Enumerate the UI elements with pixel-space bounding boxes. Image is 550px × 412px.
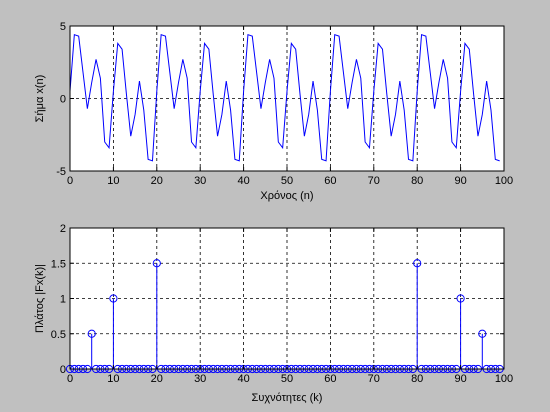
stem-marker [456, 294, 465, 303]
spectrum-stem-plot: 0 10 20 30 40 50 60 70 80 90 100 0 0.5 1 1.5 2 [51, 223, 513, 385]
stem-marker [478, 329, 487, 338]
stem-marker [413, 259, 422, 268]
spectrum-x-axis-label: Συχνότητες (k) [252, 392, 323, 404]
spectrum-y-axis-label: Πλάτος |Fx(k)| [34, 264, 46, 333]
spectrum-x-tick-label: 20 [151, 373, 163, 385]
time-x-tick-label: 70 [368, 175, 380, 187]
spectrum-y-tick-label: 0.5 [51, 329, 66, 341]
time-y-tick-label: -5 [56, 166, 66, 178]
time-x-tick-label: 30 [194, 175, 206, 187]
spectrum-x-tick-label: 0 [67, 373, 73, 385]
time-x-tick-label: 0 [67, 175, 73, 187]
spectrum-y-tick-label: 1 [60, 294, 66, 306]
time-x-tick-label: 10 [107, 175, 119, 187]
signal-line [69, 34, 500, 162]
stem-marker [109, 294, 118, 303]
time-signal-plot: 0 10 20 30 40 50 60 70 80 90 100-505 [56, 21, 513, 187]
time-x-tick-label: 80 [411, 175, 423, 187]
spectrum-x-tick-label: 90 [454, 373, 466, 385]
time-y-tick-label: 0 [60, 94, 66, 106]
spectrum-x-tick-label: 80 [411, 373, 423, 385]
spectrum-x-tick-label: 10 [107, 373, 119, 385]
spectrum-x-tick-label: 30 [194, 373, 206, 385]
spectrum-y-tick-label: 1.5 [51, 258, 66, 270]
spectrum-y-tick-label: 0 [60, 364, 66, 376]
stem-marker [152, 259, 161, 268]
time-y-axis-label: Σήμα x(n) [34, 75, 46, 123]
stem-marker [87, 329, 96, 338]
time-x-tick-label: 40 [237, 175, 249, 187]
time-x-axis-label: Χρόνος (n) [260, 190, 313, 202]
time-x-tick-label: 60 [324, 175, 336, 187]
time-x-tick-label: 20 [151, 175, 163, 187]
spectrum-x-tick-label: 50 [281, 373, 293, 385]
spectrum-x-tick-label: 100 [495, 373, 513, 385]
spectrum-x-tick-label: 70 [368, 373, 380, 385]
time-x-tick-label: 50 [281, 175, 293, 187]
time-y-tick-label: 5 [60, 21, 66, 33]
spectrum-y-tick-label: 2 [60, 223, 66, 235]
spectrum-x-tick-label: 40 [237, 373, 249, 385]
time-x-tick-label: 100 [495, 175, 513, 187]
spectrum-x-tick-label: 60 [324, 373, 336, 385]
time-x-tick-label: 90 [454, 175, 466, 187]
